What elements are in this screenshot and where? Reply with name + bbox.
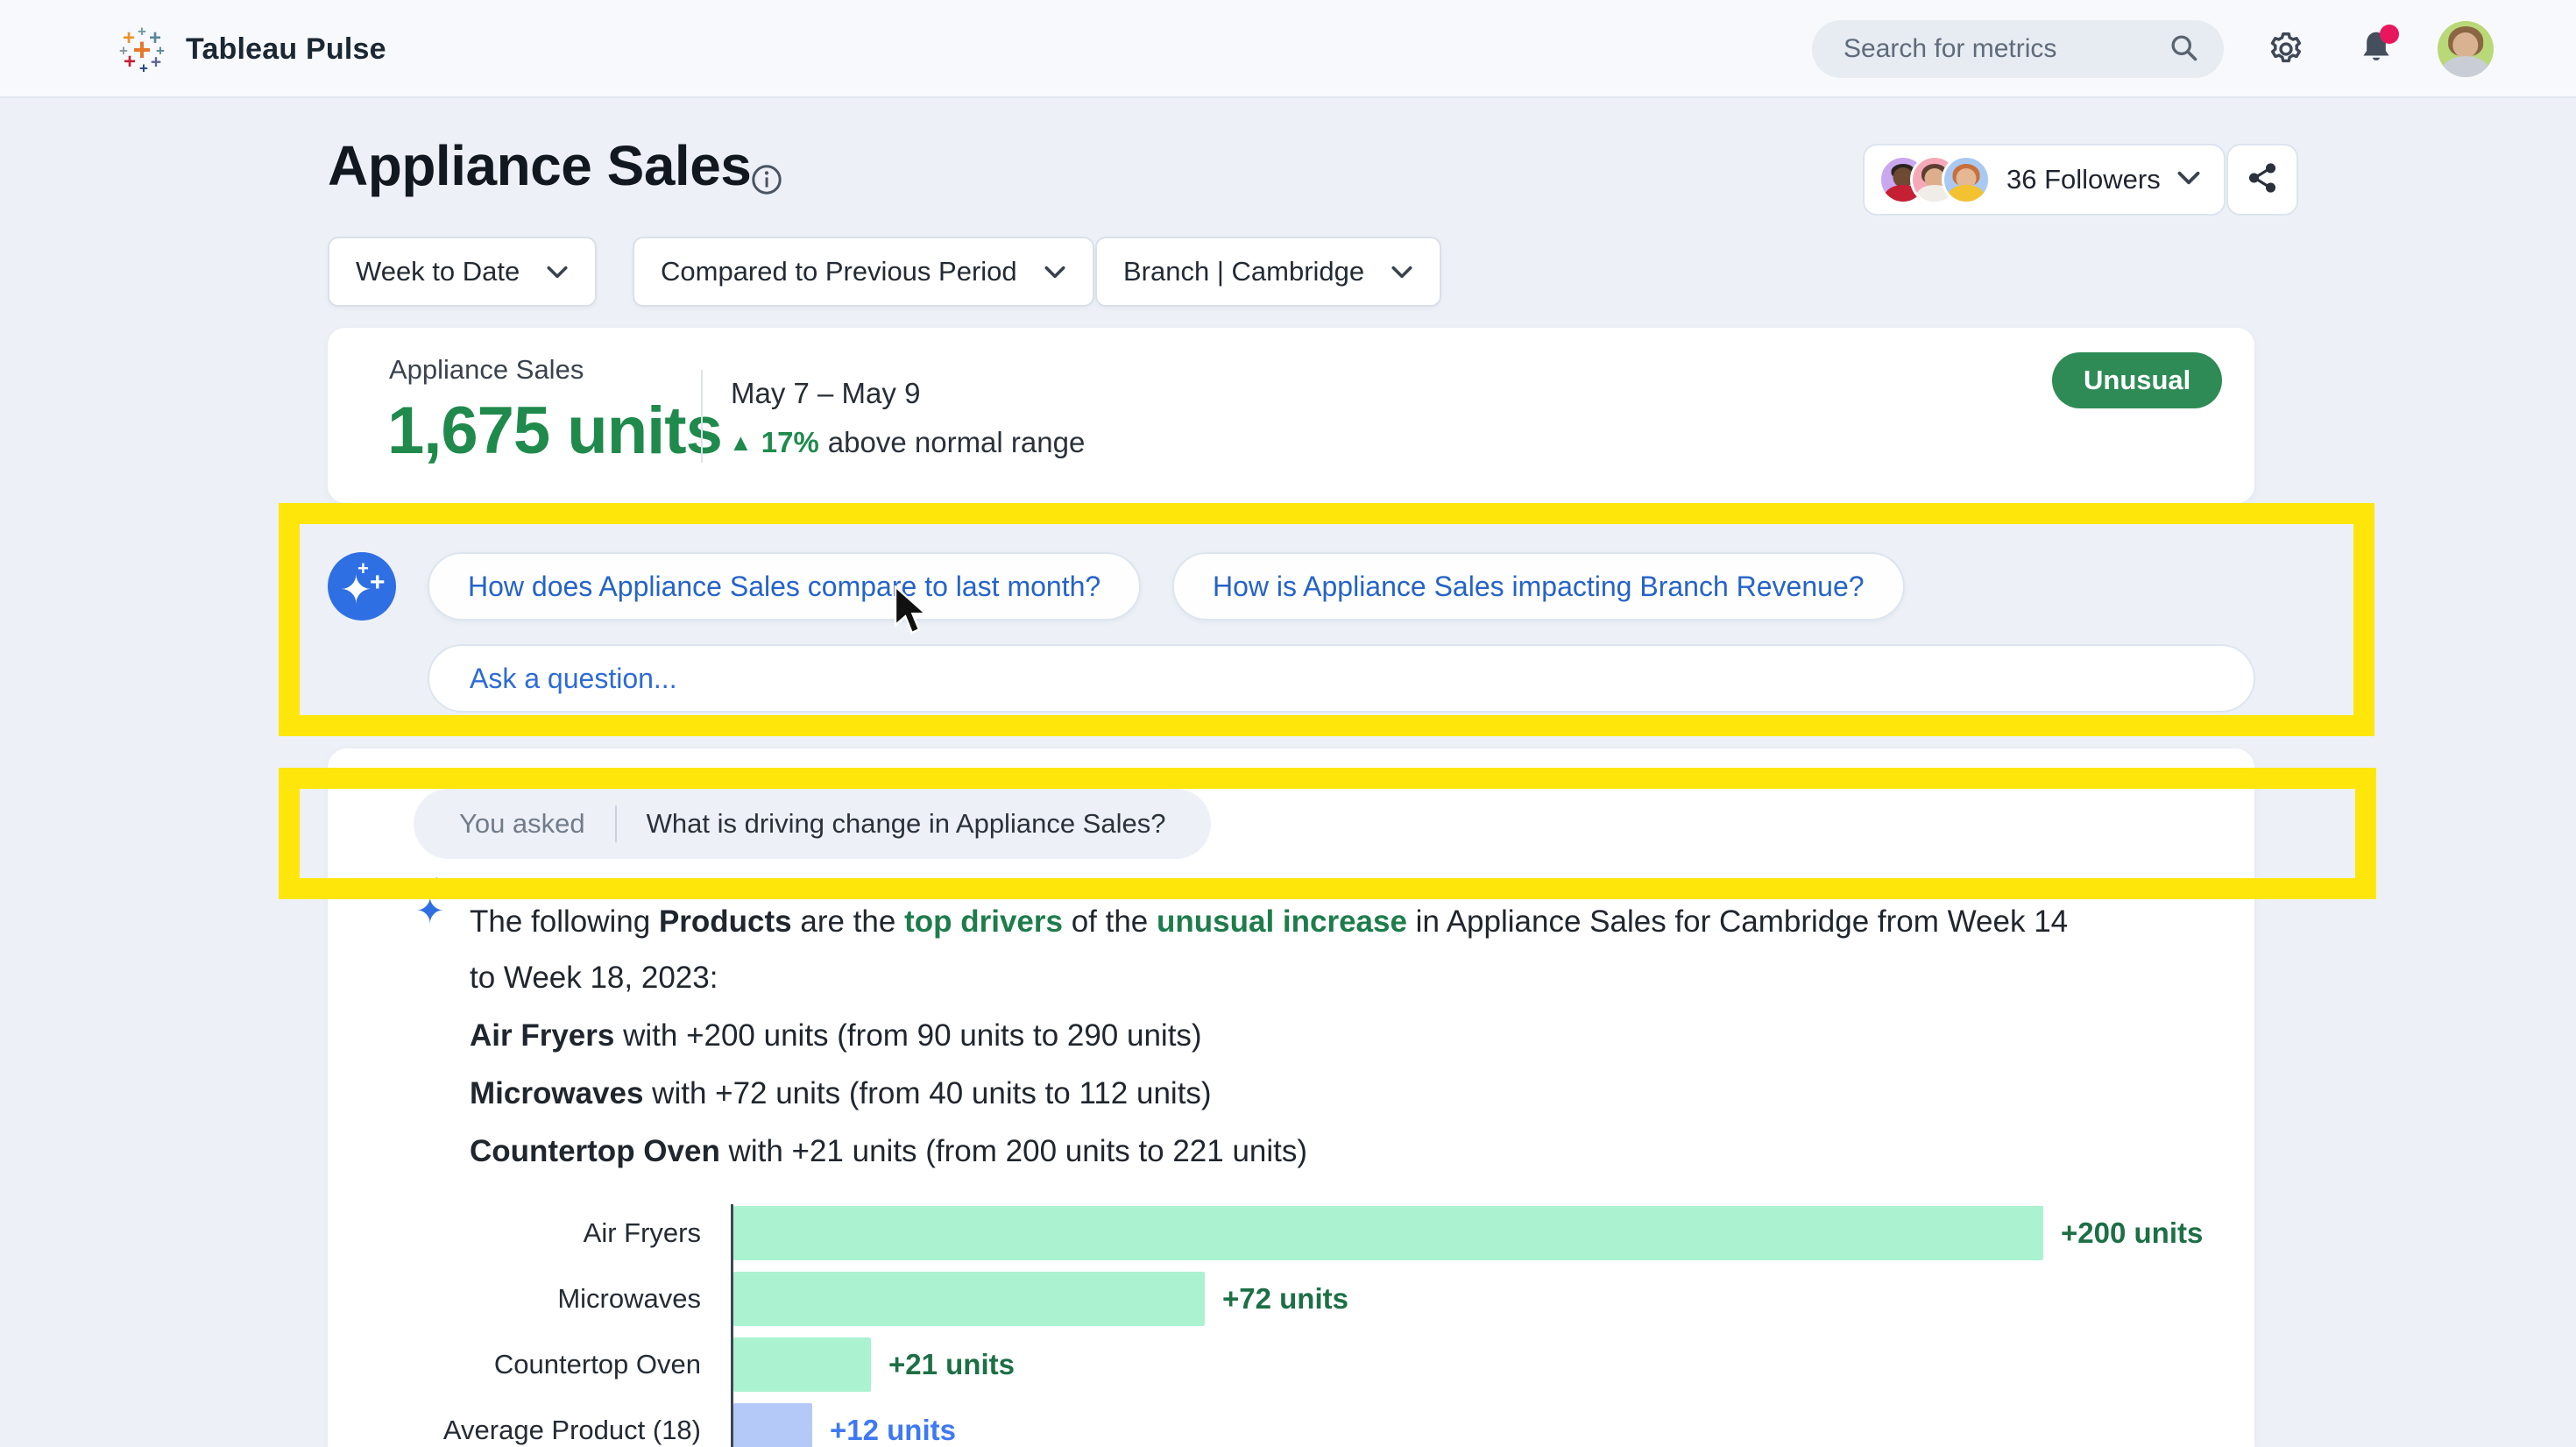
suggestion-chip-compare-last-month[interactable]: How does Appliance Sales compare to last… bbox=[428, 552, 1142, 621]
chart-value-label: +200 units bbox=[2061, 1216, 2204, 1249]
metric-delta: ▲ 17% above normal range bbox=[729, 426, 1085, 459]
metric-summary-card: Appliance Sales 1,675 units May 7 – May … bbox=[328, 328, 2254, 503]
driver-line: Microwaves with +72 units (from 40 units… bbox=[470, 1076, 1212, 1110]
ai-sparkle-button[interactable]: ✦ + + bbox=[328, 552, 396, 621]
chart-category-label: Average Product (18) bbox=[442, 1415, 701, 1445]
you-asked-pill: You asked What is driving change in Appl… bbox=[414, 789, 1212, 859]
chart-bar[interactable] bbox=[733, 1272, 1205, 1326]
filter-label: Compared to Previous Period bbox=[661, 256, 1017, 287]
ask-question-placeholder: Ask a question... bbox=[470, 662, 677, 694]
chart-value-label: +72 units bbox=[1222, 1282, 1348, 1315]
chart-category-label: Countertop Oven bbox=[493, 1349, 701, 1380]
chart-axis bbox=[731, 1204, 733, 1447]
search-placeholder: Search for metrics bbox=[1844, 34, 2057, 63]
chart-category-label: Air Fryers bbox=[583, 1217, 701, 1248]
settings-button[interactable] bbox=[2266, 29, 2306, 74]
filter-label: Branch | Cambridge bbox=[1123, 256, 1365, 287]
notifications-button[interactable] bbox=[2357, 25, 2399, 71]
bell-icon bbox=[2357, 25, 2399, 71]
you-asked-label: You asked bbox=[459, 808, 585, 839]
chart-row: Microwaves +72 units bbox=[389, 1270, 2212, 1328]
top-drivers-bar-chart: Air Fryers +200 units Microwaves +72 uni… bbox=[389, 1204, 2212, 1447]
chart-bar[interactable] bbox=[733, 1403, 812, 1447]
filter-comparison[interactable]: Compared to Previous Period bbox=[633, 237, 1094, 307]
followers-button[interactable]: 36 Followers bbox=[1863, 144, 2226, 216]
follower-avatar-3 bbox=[1942, 155, 1991, 204]
notification-dot bbox=[2380, 25, 2399, 44]
driver-line: Air Fryers with +200 units (from 90 unit… bbox=[470, 1018, 1202, 1053]
app-title: Tableau Pulse bbox=[186, 32, 386, 66]
filter-time-period[interactable]: Week to Date bbox=[328, 237, 598, 307]
mouse-cursor bbox=[892, 584, 931, 642]
followers-count-label: 36 Followers bbox=[2006, 164, 2161, 195]
page-title: Appliance Sales bbox=[328, 134, 752, 197]
status-badge: Unusual bbox=[2052, 352, 2223, 408]
divider bbox=[701, 370, 703, 463]
metric-value: 1,675 units bbox=[387, 394, 723, 468]
chart-row: Countertop Oven +21 units bbox=[389, 1336, 2212, 1394]
suggestion-label: How does Appliance Sales compare to last… bbox=[468, 570, 1101, 602]
filter-branch[interactable]: Branch | Cambridge bbox=[1095, 237, 1442, 307]
answer-intro: The following Products are the top drive… bbox=[470, 904, 2069, 995]
sparkle-icon: ✦ + + bbox=[415, 874, 455, 931]
chart-bar[interactable] bbox=[733, 1337, 871, 1392]
app-logo[interactable]: + + + + + + + + + Tableau Pulse bbox=[117, 23, 386, 77]
share-button[interactable] bbox=[2226, 144, 2298, 216]
filter-label: Week to Date bbox=[356, 256, 520, 287]
follower-avatars bbox=[1879, 155, 1991, 204]
up-triangle-icon: ▲ bbox=[729, 429, 753, 456]
chart-value-label: +12 units bbox=[830, 1414, 956, 1446]
ask-question-input[interactable]: Ask a question... bbox=[428, 644, 2255, 713]
chart-value-label: +21 units bbox=[888, 1348, 1015, 1380]
chevron-down-icon bbox=[1391, 266, 1412, 278]
user-avatar[interactable] bbox=[2438, 21, 2494, 77]
gear-icon bbox=[2266, 29, 2306, 74]
share-icon bbox=[2246, 161, 2279, 199]
chevron-down-icon bbox=[547, 266, 568, 278]
search-input[interactable]: Search for metrics bbox=[1812, 20, 2224, 78]
tableau-logo-icon: + + + + + + + + + bbox=[119, 23, 165, 77]
delta-suffix: above normal range bbox=[827, 426, 1086, 458]
chevron-down-icon bbox=[1044, 266, 1065, 278]
search-icon bbox=[2168, 32, 2199, 67]
insight-answer-card: You asked What is driving change in Appl… bbox=[328, 748, 2254, 1447]
suggestion-chip-branch-revenue[interactable]: How is Appliance Sales impacting Branch … bbox=[1172, 552, 1905, 621]
info-icon[interactable] bbox=[750, 163, 783, 201]
asked-question-text: What is driving change in Appliance Sale… bbox=[646, 808, 1166, 839]
chart-row: Air Fryers +200 units bbox=[389, 1204, 2212, 1262]
answer-text: The following Products are the top drive… bbox=[470, 894, 2073, 1180]
chart-category-label: Microwaves bbox=[557, 1283, 701, 1314]
divider bbox=[614, 805, 617, 842]
sparkle-icon: ✦ bbox=[340, 569, 372, 612]
delta-percent: 17% bbox=[761, 426, 819, 458]
chart-bar[interactable] bbox=[733, 1206, 2043, 1260]
chevron-down-icon bbox=[2176, 170, 2201, 190]
chart-row: Average Product (18) +12 units bbox=[389, 1401, 2212, 1447]
driver-line: Countertop Oven with +21 units (from 200… bbox=[470, 1134, 1308, 1168]
metric-name: Appliance Sales bbox=[389, 354, 584, 385]
metric-date-range: May 7 – May 9 bbox=[731, 377, 921, 409]
suggestion-label: How is Appliance Sales impacting Branch … bbox=[1213, 570, 1865, 602]
top-header: + + + + + + + + + Tableau Pulse Search f… bbox=[0, 0, 2576, 98]
